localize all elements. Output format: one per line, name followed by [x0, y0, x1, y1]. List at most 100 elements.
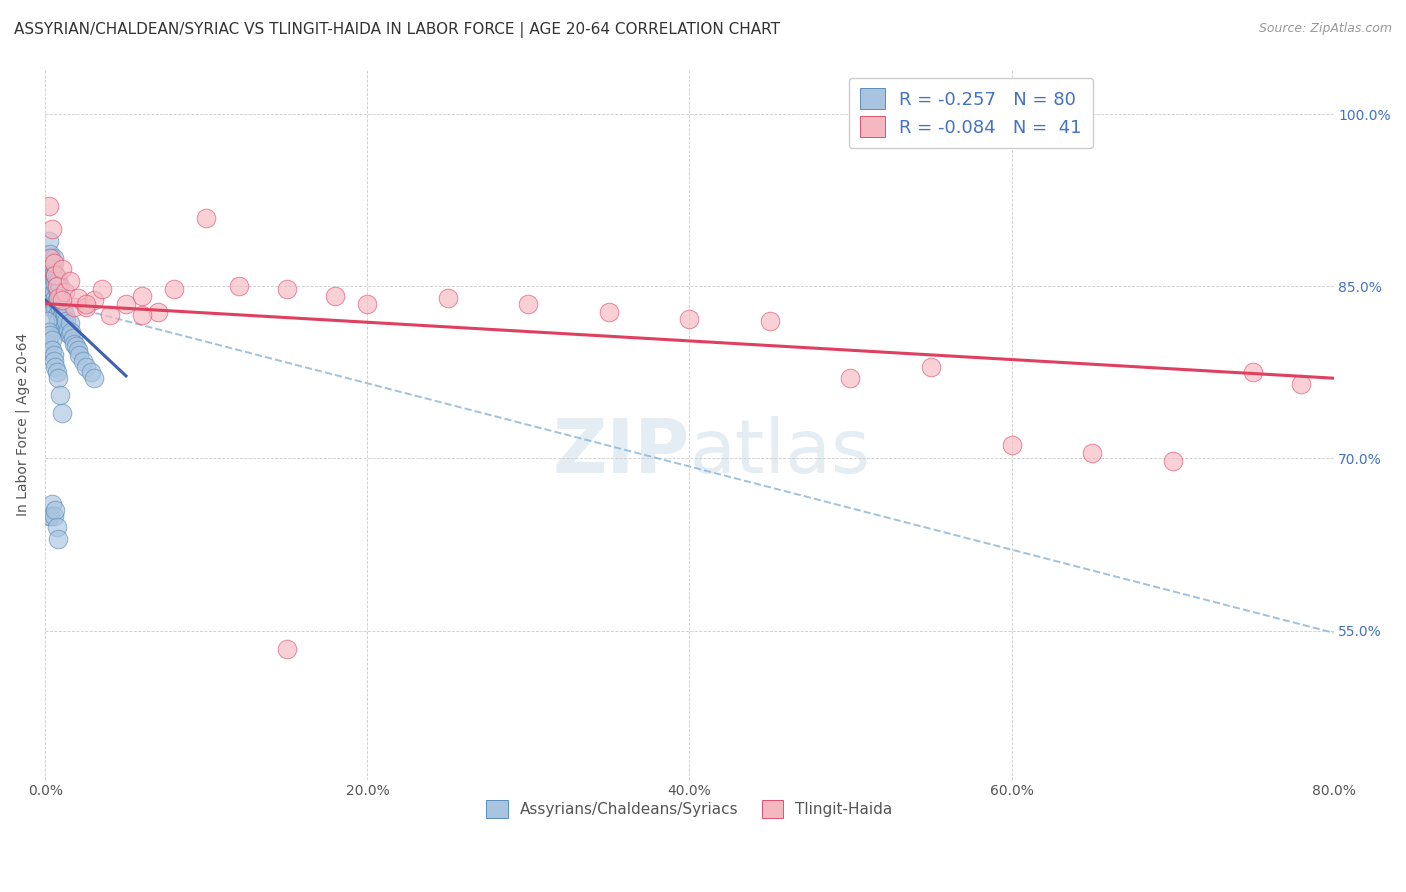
- Point: [48, 274, 70, 288]
- Point: [39, 508, 62, 523]
- Point: [44, 277, 66, 292]
- Point: [759, 314, 782, 328]
- Point: [195, 211, 218, 225]
- Point: [42, 508, 65, 523]
- Point: [62, 331, 84, 345]
- Point: [49, 302, 72, 317]
- Point: [51, 296, 73, 310]
- Point: [51, 262, 73, 277]
- Point: [51, 308, 73, 322]
- Point: [75, 359, 97, 374]
- Point: [60, 326, 83, 340]
- Point: [131, 288, 153, 302]
- Point: [437, 291, 460, 305]
- Point: [79, 366, 101, 380]
- Point: [59, 316, 82, 330]
- Point: [45, 282, 67, 296]
- Point: [44, 268, 66, 282]
- Point: [42, 251, 65, 265]
- Point: [63, 336, 86, 351]
- Point: [39, 247, 62, 261]
- Point: [41, 334, 63, 348]
- Point: [41, 291, 63, 305]
- Point: [52, 314, 75, 328]
- Point: [52, 302, 75, 317]
- Point: [48, 285, 70, 300]
- Point: [48, 291, 70, 305]
- Point: [131, 308, 153, 322]
- Point: [49, 388, 72, 402]
- Point: [66, 291, 89, 305]
- Point: [44, 291, 66, 305]
- Point: [53, 308, 76, 322]
- Point: [44, 302, 66, 317]
- Text: ASSYRIAN/CHALDEAN/SYRIAC VS TLINGIT-HAIDA IN LABOR FORCE | AGE 20-64 CORRELATION: ASSYRIAN/CHALDEAN/SYRIAC VS TLINGIT-HAID…: [14, 22, 780, 38]
- Point: [55, 326, 77, 340]
- Point: [598, 304, 620, 318]
- Point: [45, 279, 67, 293]
- Point: [1291, 376, 1313, 391]
- Point: [56, 323, 79, 337]
- Point: [39, 251, 62, 265]
- Point: [67, 348, 90, 362]
- Point: [83, 371, 105, 385]
- Point: [48, 296, 70, 310]
- Point: [356, 296, 378, 310]
- Point: [59, 327, 82, 342]
- Point: [42, 285, 65, 300]
- Point: [39, 279, 62, 293]
- Point: [63, 300, 86, 314]
- Point: [39, 256, 62, 270]
- Point: [51, 293, 73, 308]
- Text: ZIP: ZIP: [553, 416, 689, 489]
- Point: [35, 268, 58, 282]
- Text: Source: ZipAtlas.com: Source: ZipAtlas.com: [1258, 22, 1392, 36]
- Point: [1081, 446, 1104, 460]
- Point: [41, 497, 63, 511]
- Point: [39, 288, 62, 302]
- Point: [678, 311, 700, 326]
- Point: [38, 251, 60, 265]
- Point: [41, 262, 63, 277]
- Point: [44, 268, 66, 282]
- Point: [35, 314, 58, 328]
- Point: [41, 222, 63, 236]
- Point: [41, 282, 63, 296]
- Point: [1241, 366, 1264, 380]
- Point: [83, 293, 105, 308]
- Point: [276, 282, 298, 296]
- Point: [38, 508, 60, 523]
- Point: [48, 371, 70, 385]
- Point: [41, 274, 63, 288]
- Point: [42, 256, 65, 270]
- Point: [38, 336, 60, 351]
- Point: [839, 371, 862, 385]
- Point: [148, 304, 170, 318]
- Point: [59, 274, 82, 288]
- Point: [1000, 438, 1022, 452]
- Point: [72, 354, 94, 368]
- Y-axis label: In Labor Force | Age 20-64: In Labor Force | Age 20-64: [15, 333, 30, 516]
- Text: atlas: atlas: [689, 416, 870, 489]
- Point: [1161, 454, 1184, 468]
- Point: [66, 343, 89, 357]
- Point: [49, 279, 72, 293]
- Point: [51, 406, 73, 420]
- Point: [163, 282, 186, 296]
- Point: [323, 288, 346, 302]
- Point: [42, 270, 65, 285]
- Legend: Assyrians/Chaldeans/Syriacs, Tlingit-Haida: Assyrians/Chaldeans/Syriacs, Tlingit-Hai…: [479, 792, 900, 825]
- Point: [45, 270, 67, 285]
- Point: [39, 266, 62, 280]
- Point: [90, 282, 112, 296]
- Point: [35, 291, 58, 305]
- Point: [48, 532, 70, 546]
- Point: [75, 300, 97, 314]
- Point: [53, 285, 76, 300]
- Point: [42, 296, 65, 310]
- Point: [41, 343, 63, 357]
- Point: [41, 256, 63, 270]
- Point: [98, 308, 121, 322]
- Point: [45, 308, 67, 322]
- Point: [65, 339, 87, 353]
